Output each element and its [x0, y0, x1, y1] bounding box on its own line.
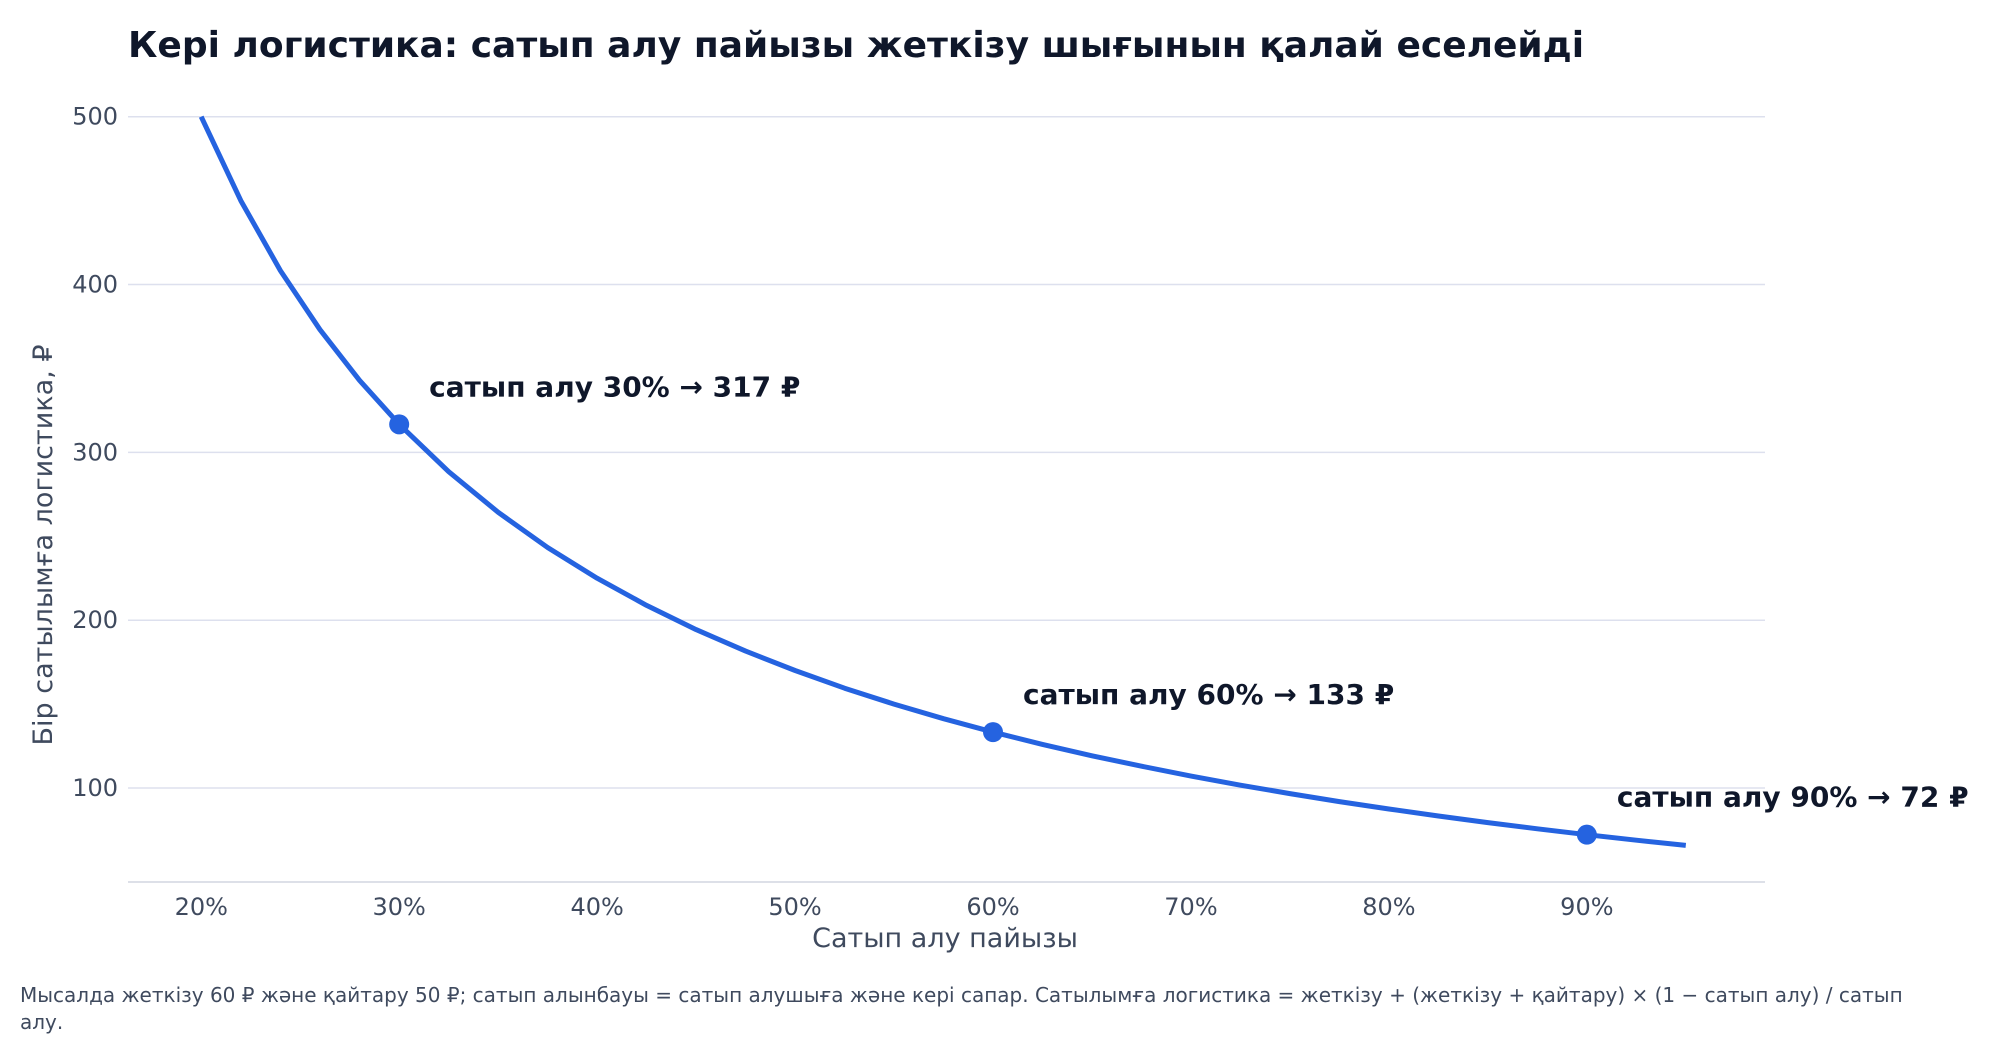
x-tick-label: 60%: [966, 893, 1019, 921]
x-axis-label: Сатып алу пайызы: [812, 923, 1078, 954]
point-annotation: сатып алу 90% → 72 ₽: [1617, 781, 1969, 814]
gridlines: [128, 115, 1765, 789]
x-tick-label: 70%: [1164, 893, 1217, 921]
x-tick-label: 50%: [768, 893, 821, 921]
x-tick-label: 80%: [1362, 893, 1415, 921]
x-axis-ticks: 20% 30% 40% 50% 60% 70% 80% 90%: [175, 893, 1614, 921]
x-tick-label: 90%: [1560, 893, 1613, 921]
highlight-points: [389, 414, 1597, 845]
series-layer: [198, 115, 1687, 848]
x-tick-label: 40%: [570, 893, 623, 921]
highlight-point: [983, 722, 1004, 743]
x-tick-label: 30%: [373, 893, 426, 921]
y-tick-label: 200: [72, 606, 118, 634]
point-annotation: сатып алу 30% → 317 ₽: [429, 370, 800, 403]
highlight-point: [1576, 824, 1597, 845]
x-tick-label: 20%: [175, 893, 228, 921]
highlight-point: [389, 414, 410, 435]
y-axis-ticks: 100 200 300 400 500: [72, 103, 118, 802]
annotations: сатып алу 30% → 317 ₽ сатып алу 60% → 133…: [429, 370, 1968, 813]
y-tick-label: 400: [72, 271, 118, 299]
chart-title: Кері логистика: сатып алу пайызы жеткізу…: [128, 25, 1584, 66]
y-axis-label: Бір сатылымға логистика, ₽: [28, 344, 59, 745]
y-tick-label: 100: [72, 774, 118, 802]
series-line: [198, 115, 1687, 848]
point-annotation: сатып алу 60% → 133 ₽: [1023, 678, 1394, 711]
y-tick-label: 300: [72, 438, 118, 466]
y-tick-label: 500: [72, 103, 118, 131]
footnote: Мысалда жеткізу 60 ₽ және қайтару 50 ₽; …: [20, 983, 1903, 1034]
